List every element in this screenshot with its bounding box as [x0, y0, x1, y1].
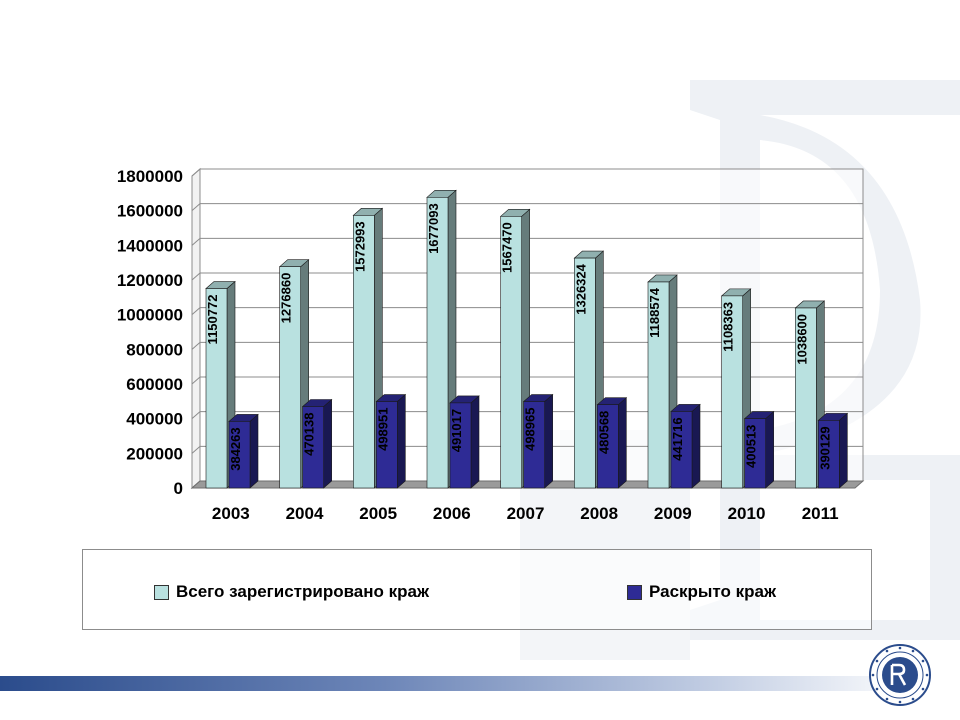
data-label: 1572993 — [352, 221, 367, 272]
chart-bars — [205, 189, 849, 489]
data-label: 1108363 — [721, 302, 736, 352]
y-tick-label: 1000000 — [117, 306, 183, 325]
data-label: 400513 — [744, 425, 759, 468]
bar-solved-2007 — [522, 393, 554, 489]
data-label: 1276860 — [279, 273, 294, 324]
y-tick-label: 400000 — [126, 410, 183, 429]
bar-solved-2009 — [670, 403, 701, 489]
legend-swatch-solved — [627, 584, 642, 600]
bar-solved-2008 — [596, 397, 628, 489]
x-tick-label: 2004 — [286, 504, 324, 523]
y-tick-label: 200000 — [126, 444, 183, 463]
x-tick-label: 2007 — [507, 504, 545, 523]
data-label: 1326324 — [573, 263, 588, 314]
gridline-side — [191, 445, 201, 454]
data-label: 441716 — [670, 417, 685, 460]
bar-solved-2003 — [228, 413, 259, 489]
x-tick-label: 2009 — [654, 504, 692, 523]
x-tick-label: 2008 — [580, 504, 618, 523]
y-tick-label: 0 — [174, 479, 183, 498]
gridline-side — [191, 168, 201, 177]
legend-label-solved: Раскрыто краж — [649, 582, 777, 601]
gridline-side — [191, 307, 201, 316]
side-wall — [191, 167, 201, 490]
data-label: 1150772 — [205, 295, 220, 345]
bar-solved-2006 — [449, 395, 480, 489]
bar-registered-2011 — [794, 300, 826, 489]
legend-item-solved: Раскрыто краж — [627, 582, 776, 602]
legend-item-registered: Всего зарегистрировано краж — [154, 582, 429, 602]
data-label: 498951 — [375, 408, 390, 451]
y-tick-label: 800000 — [126, 340, 183, 359]
data-label: 1038600 — [794, 314, 809, 365]
gridline-side — [191, 411, 201, 420]
data-label: 480568 — [596, 411, 611, 454]
data-label: 470138 — [302, 413, 317, 456]
hse-logo-icon — [869, 644, 931, 706]
footer-stripe — [0, 676, 960, 691]
x-tick-label: 2003 — [212, 504, 250, 523]
y-tick-label: 600000 — [126, 375, 183, 394]
data-label: 1677093 — [426, 203, 441, 254]
gridline-side — [191, 237, 201, 246]
x-tick-label: 2010 — [728, 504, 766, 523]
y-tick-label: 1600000 — [117, 202, 183, 221]
x-tick-label: 2005 — [359, 504, 397, 523]
y-tick-label: 1400000 — [117, 236, 183, 255]
data-label: 1188574 — [647, 287, 662, 338]
gridline-side — [191, 272, 201, 281]
bar-solved-2005 — [375, 393, 407, 489]
gridline-side — [191, 203, 201, 212]
legend-swatch-registered — [154, 584, 169, 600]
data-labels: 1150772 384263 1276860 470138 1572993 498951 1… — [205, 203, 832, 470]
legend: Всего зарегистрировано краж Раскрыто кра… — [82, 549, 872, 630]
x-axis-ticks: 2003 2004 2005 2006 2007 2008 2009 2010 2011 — [212, 504, 839, 523]
y-axis-ticks: 0 200000 400000 600000 800000 1000000 1200000 1… — [117, 167, 183, 498]
bar-solved-2010 — [743, 410, 775, 489]
x-tick-label: 2006 — [433, 504, 471, 523]
bar-solved-2011 — [817, 412, 849, 489]
x-tick-label: 2011 — [802, 504, 839, 523]
data-label: 390129 — [817, 426, 832, 469]
bar-solved-2004 — [301, 398, 333, 489]
data-label: 498965 — [523, 408, 538, 451]
gridline-side — [191, 376, 201, 385]
data-label: 384263 — [228, 427, 243, 470]
data-label: 1567470 — [500, 222, 515, 273]
gridline-side — [191, 341, 201, 350]
y-tick-label: 1200000 — [117, 271, 183, 290]
y-tick-label: 1800000 — [117, 167, 183, 186]
legend-label-registered: Всего зарегистрировано краж — [176, 582, 430, 601]
data-label: 491017 — [449, 409, 464, 452]
